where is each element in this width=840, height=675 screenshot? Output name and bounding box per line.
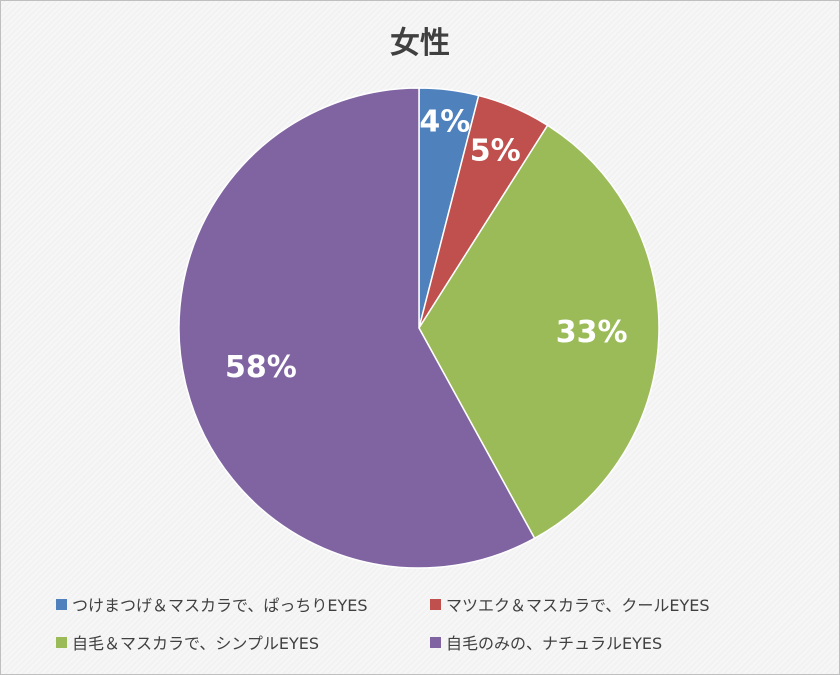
legend-label-1: つけまつげ＆マスカラで、ぱっちりEYES <box>72 596 368 615</box>
legend-item-4: 自毛のみの、ナチュラルEYES <box>430 630 662 654</box>
pie-data-label-3: 33% <box>556 315 628 350</box>
legend-swatch-3 <box>56 636 67 648</box>
legend-label-3: 自毛＆マスカラで、シンプルEYES <box>72 634 320 653</box>
legend-label-2: マツエク＆マスカラで、クールEYES <box>446 596 710 615</box>
legend-item-3: 自毛＆マスカラで、シンプルEYES <box>56 630 319 654</box>
legend-swatch-1 <box>56 598 67 610</box>
legend-item-2: マツエク＆マスカラで、クールEYES <box>430 592 710 616</box>
pie-slice-3 <box>418 124 660 540</box>
legend-label-4: 自毛のみの、ナチュラルEYES <box>446 634 663 653</box>
chart-title: 女性 <box>390 26 450 61</box>
pie-data-label-1: 4% <box>419 105 470 140</box>
legend-swatch-2 <box>430 598 441 610</box>
pie-data-label-4: 58% <box>225 350 297 385</box>
legend-swatch-4 <box>430 636 441 648</box>
pie-data-label-2: 5% <box>470 133 521 168</box>
pie-slice-4 <box>178 87 536 569</box>
pie-data-labels: 4%5% 33% 58% <box>225 105 628 385</box>
pie-slices <box>178 87 660 569</box>
legend-item-1: つけまつげ＆マスカラで、ぱっちりEYES <box>56 592 368 616</box>
